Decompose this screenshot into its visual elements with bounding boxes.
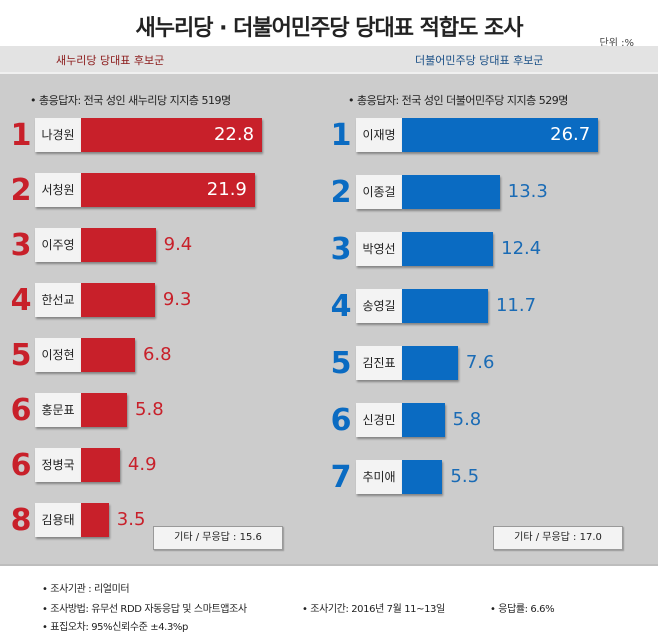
rank-number: 1 xyxy=(330,118,352,153)
bar xyxy=(81,228,156,262)
bar xyxy=(81,118,263,152)
bar xyxy=(402,289,488,323)
candidate-name: 박영선 xyxy=(356,232,402,266)
right-party-header: 더불어민주당 당대표 후보군 xyxy=(415,54,544,67)
left-party-header: 새누리당 당대표 후보군 xyxy=(56,54,165,67)
rank-number: 5 xyxy=(10,338,32,373)
value-label: 22.8 xyxy=(213,124,255,145)
bar xyxy=(81,448,120,482)
value-label: 9.4 xyxy=(163,234,193,255)
candidate-name: 이재명 xyxy=(356,118,402,152)
rank-number: 4 xyxy=(10,283,32,318)
rank-number: 8 xyxy=(10,503,32,538)
right-other-box: 기타 / 무응답 : 17.0 xyxy=(493,526,623,550)
rank-number: 2 xyxy=(330,175,352,210)
bar xyxy=(402,460,443,494)
rank-number: 5 xyxy=(330,346,352,381)
candidate-name: 추미애 xyxy=(356,460,402,494)
rank-number: 3 xyxy=(330,232,352,267)
candidate-name: 이종걸 xyxy=(356,175,402,209)
bar xyxy=(81,173,255,207)
bar xyxy=(402,232,494,266)
value-label: 5.8 xyxy=(452,409,482,430)
bar xyxy=(402,346,458,380)
candidate-name: 이주영 xyxy=(35,228,81,262)
bar xyxy=(81,393,128,427)
value-label: 12.4 xyxy=(501,238,542,259)
value-label: 5.8 xyxy=(135,399,164,420)
candidate-name: 송영길 xyxy=(356,289,402,323)
footer-error: • 표집오차: 95%신뢰수준 ±4.3%p xyxy=(42,622,188,633)
bar xyxy=(402,403,445,437)
rank-number: 6 xyxy=(10,448,32,483)
value-label: 26.7 xyxy=(550,124,591,145)
candidate-name: 홍문표 xyxy=(35,393,81,427)
footer-method: • 조사방법: 유무선 RDD 자동응답 및 스마트앱조사 xyxy=(42,604,247,615)
party-header-bar: 새누리당 당대표 후보군 더불어민주당 당대표 후보군 xyxy=(0,46,658,74)
candidate-name: 정병국 xyxy=(35,448,81,482)
value-label: 9.3 xyxy=(162,289,192,310)
unit-label: 단위 :% xyxy=(599,38,634,49)
right-respondents: • 총응답자: 전국 성인 더불어민주당 지지층 529명 xyxy=(348,94,568,107)
footer-period: • 조사기간: 2016년 7월 11~13일 xyxy=(302,604,445,615)
candidate-name: 이정현 xyxy=(35,338,81,372)
left-respondents: • 총응답자: 전국 성인 새누리당 지지층 519명 xyxy=(30,94,231,107)
bar xyxy=(81,283,155,317)
bar xyxy=(81,338,135,372)
rank-number: 6 xyxy=(10,393,32,428)
rank-number: 1 xyxy=(10,118,32,153)
value-label: 13.3 xyxy=(507,181,548,202)
bar xyxy=(402,118,599,152)
chart-panel: • 총응답자: 전국 성인 새누리당 지지층 519명 • 총응답자: 전국 성… xyxy=(0,74,658,566)
value-label: 5.5 xyxy=(450,466,480,487)
page-title: 새누리당 · 더불어민주당 당대표 적합도 조사 xyxy=(135,16,524,41)
value-label: 6.8 xyxy=(142,344,172,365)
value-label: 21.9 xyxy=(206,179,247,200)
rank-number: 6 xyxy=(330,403,352,438)
rank-number: 4 xyxy=(330,289,352,324)
bar xyxy=(402,175,500,209)
value-label: 11.7 xyxy=(495,295,537,316)
value-label: 3.5 xyxy=(116,509,146,530)
value-label: 4.9 xyxy=(127,454,157,475)
rank-number: 2 xyxy=(10,173,32,208)
candidate-name: 나경원 xyxy=(35,118,81,152)
candidate-name: 김진표 xyxy=(356,346,402,380)
footer-agency: • 조사기관 : 리얼미터 xyxy=(42,584,130,595)
rank-number: 3 xyxy=(10,228,32,263)
bar xyxy=(81,503,109,537)
footer-rate: • 응답률: 6.6% xyxy=(490,604,555,615)
candidate-name: 서청원 xyxy=(35,173,81,207)
candidate-name: 김용태 xyxy=(35,503,81,537)
candidate-name: 한선교 xyxy=(35,283,81,317)
candidate-name: 신경민 xyxy=(356,403,402,437)
value-label: 7.6 xyxy=(465,352,495,373)
left-other-box: 기타 / 무응답 : 15.6 xyxy=(153,526,283,550)
rank-number: 7 xyxy=(330,460,352,495)
